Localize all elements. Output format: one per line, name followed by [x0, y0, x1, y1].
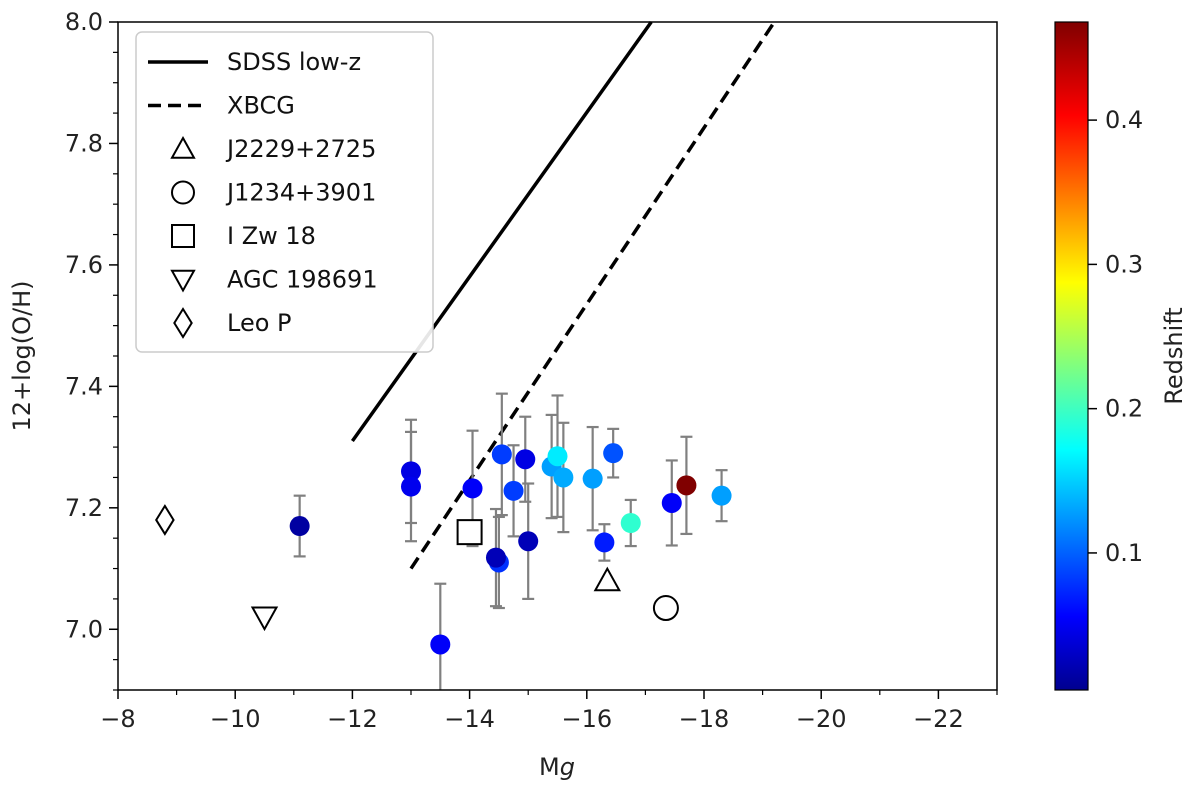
legend-label-sdss-low-z: SDSS low-z [227, 48, 361, 76]
marker-j1234-3901 [652, 595, 679, 622]
data-point [401, 476, 421, 497]
data-point [603, 443, 624, 464]
data-point [553, 467, 574, 488]
y-tick-label: 7.8 [65, 129, 103, 157]
x-tick-label: −18 [679, 705, 730, 733]
legend-label-j2229-2725: J2229+2725 [225, 135, 376, 163]
y-tick-label: 7.4 [65, 372, 103, 400]
marker-leo-p [155, 504, 175, 536]
data-point [582, 468, 603, 489]
legend-label-leo-p: Leo P [227, 309, 292, 337]
legend: SDSS low-z XBCG J2229+2725 J1234+3901 I Zw 1… [135, 31, 434, 353]
marker-agc-198691 [250, 606, 279, 632]
data-point [594, 532, 615, 553]
colorbar-tick-label: 0.2 [1105, 395, 1143, 423]
marker-j2229-2725 [593, 566, 622, 592]
line-sdss-low-z [350, 20, 653, 443]
x-axis-label: Mg [539, 753, 575, 781]
colorbar-tick-label: 0.3 [1105, 250, 1143, 278]
x-tick-label: −10 [210, 705, 261, 733]
x-tick-label: −12 [327, 705, 378, 733]
colorbar: 0.1 0.2 0.3 0.4 [1054, 21, 1143, 691]
x-axis: −8 −10 −12 −14 −16 −18 −20 −22 [100, 690, 998, 733]
colorbar-tick-label: 0.4 [1105, 106, 1143, 134]
x-tick-label: −8 [100, 705, 135, 733]
y-tick-label: 7.2 [65, 494, 103, 522]
x-tick-label: −22 [913, 705, 964, 733]
legend-marker-i-zw-18 [171, 224, 195, 248]
data-point [401, 461, 421, 482]
marker-i-zw-18 [456, 519, 483, 546]
x-tick-label: −20 [796, 705, 847, 733]
legend-label-xbcg: XBCG [227, 92, 295, 120]
data-point [430, 634, 451, 655]
legend-marker-j2229-2725 [170, 135, 196, 159]
data-point [620, 513, 641, 533]
y-tick-label: 7.6 [65, 251, 103, 279]
plot-area [155, 20, 776, 690]
data-point [503, 480, 524, 501]
data-point [518, 531, 539, 552]
x-tick-label: −14 [444, 705, 495, 733]
colorbar-gradient [1054, 21, 1089, 691]
y-axis: 7.0 7.2 7.4 7.6 7.8 8.0 [65, 8, 118, 691]
colorbar-label: Redshift [1160, 307, 1188, 404]
legend-marker-agc-198691 [170, 269, 196, 293]
legend-label-agc-198691: AGC 198691 [227, 266, 378, 294]
colorbar-tick-label: 0.1 [1105, 539, 1143, 567]
legend-marker-j1234-3901 [171, 180, 195, 205]
legend-marker-leo-p [173, 307, 193, 339]
data-point [547, 446, 568, 467]
data-point [462, 478, 483, 499]
data-point [676, 475, 697, 496]
data-point [289, 516, 310, 537]
data-point [711, 485, 732, 506]
legend-box [135, 31, 434, 353]
y-tick-label: 8.0 [65, 8, 103, 36]
data-point [485, 547, 506, 568]
x-tick-label: −16 [561, 705, 612, 733]
legend-label-j1234-3901: J1234+3901 [225, 179, 376, 207]
y-tick-label: 7.0 [65, 615, 103, 643]
data-point [515, 449, 536, 470]
legend-label-i-zw-18: I Zw 18 [227, 222, 316, 250]
y-axis-label: 12+log(O/H) [8, 281, 36, 432]
data-point [661, 492, 682, 513]
data-point [491, 444, 512, 465]
